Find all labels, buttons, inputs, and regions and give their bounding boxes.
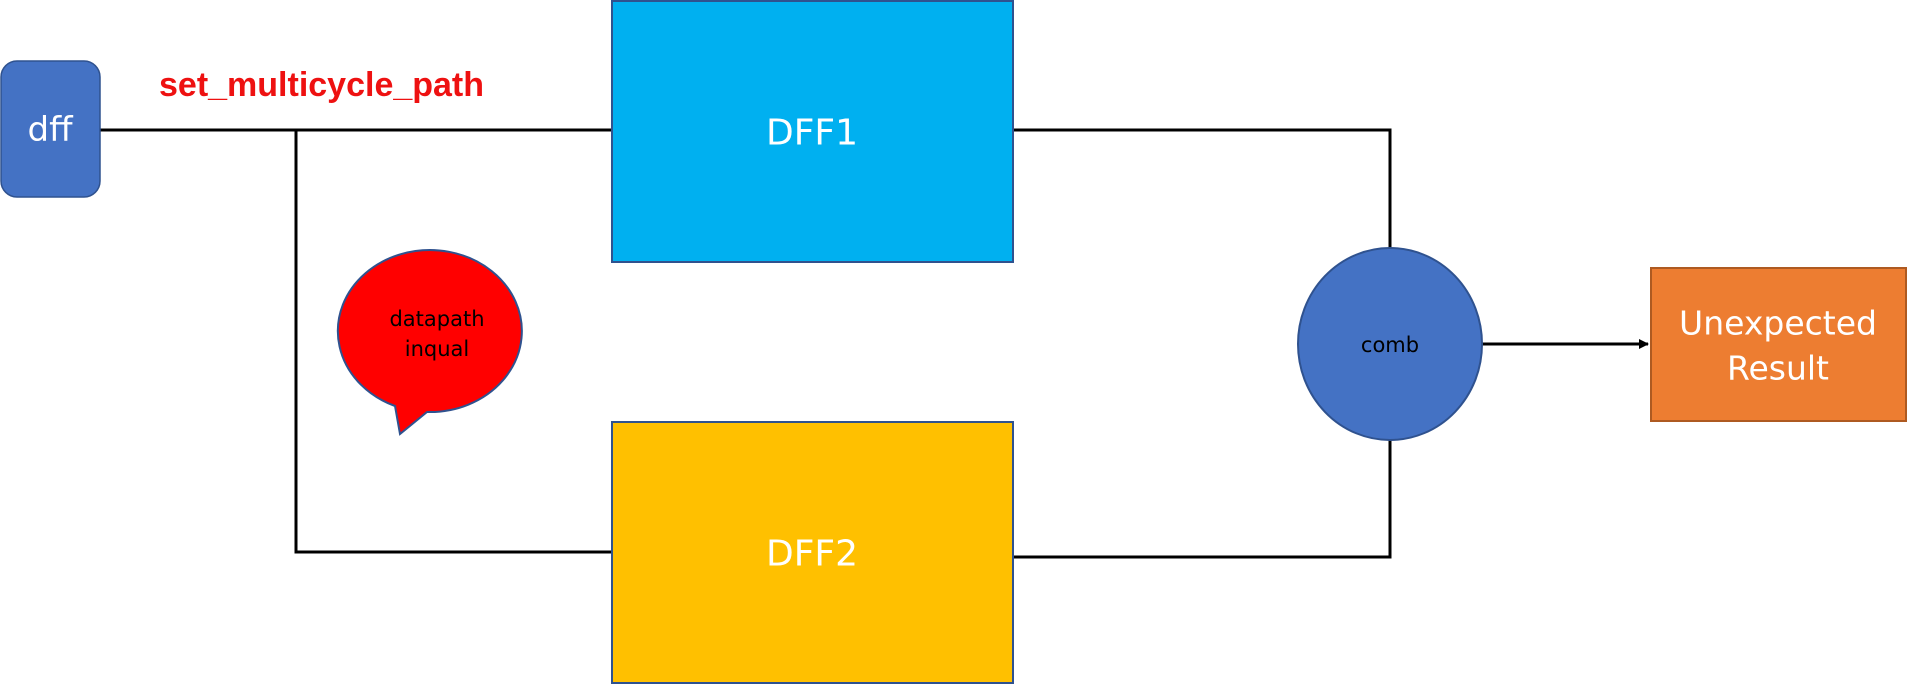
callout-text-line1: datapath bbox=[389, 307, 484, 331]
dff1-box bbox=[611, 0, 1014, 263]
dff-source-label: dff bbox=[27, 110, 74, 150]
dff2-box bbox=[611, 421, 1014, 684]
wire-dff2-to-comb bbox=[1013, 440, 1392, 559]
dff1-label: DFF1 bbox=[766, 113, 858, 154]
dff-source-box bbox=[0, 60, 101, 198]
result-label-line1: Unexpected bbox=[1679, 304, 1877, 343]
dff2-label: DFF2 bbox=[766, 534, 858, 575]
callout-text-line2: inqual bbox=[405, 337, 470, 361]
result-label-line2: Result bbox=[1727, 349, 1829, 388]
multicycle-annotation: set_multicycle_path bbox=[159, 66, 484, 104]
block-dff-source: dff bbox=[0, 60, 101, 198]
callout-bubble: datapath inqual bbox=[336, 249, 523, 436]
comb-label: comb bbox=[1361, 333, 1419, 357]
wires bbox=[100, 128, 1649, 559]
result-box bbox=[1650, 267, 1907, 422]
block-dff1: DFF1 bbox=[611, 0, 1014, 263]
comb-circle bbox=[1297, 247, 1483, 441]
wire-branch-to-dff2 bbox=[294, 130, 612, 554]
block-dff2: DFF2 bbox=[611, 421, 1014, 684]
block-result: Unexpected Result bbox=[1650, 267, 1907, 422]
block-comb: comb bbox=[1297, 247, 1483, 441]
wire-dff1-to-comb bbox=[1013, 128, 1392, 248]
callout-shape bbox=[336, 249, 523, 436]
